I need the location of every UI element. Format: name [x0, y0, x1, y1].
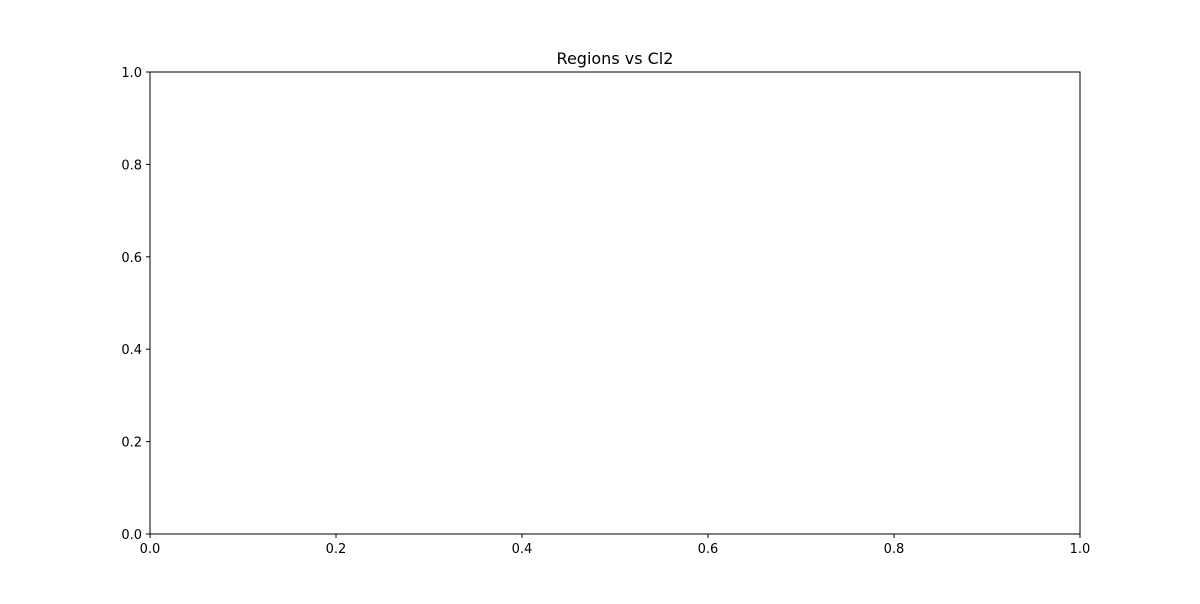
x-tick-label: 0.2 — [326, 542, 347, 557]
chart-title: Regions vs Cl2 — [557, 49, 674, 68]
x-tick-label: 1.0 — [1070, 542, 1091, 557]
x-tick-label: 0.6 — [698, 542, 719, 557]
y-tick-label: 1.0 — [121, 66, 142, 81]
x-axis: 0.0 0.2 0.4 0.6 0.8 1.0 — [140, 534, 1091, 557]
y-tick-label: 0.0 — [121, 528, 142, 543]
x-tick-label: 0.0 — [140, 542, 161, 557]
y-axis: 0.0 0.2 0.4 0.6 0.8 1.0 — [121, 66, 150, 543]
y-tick-label: 0.8 — [121, 158, 142, 173]
y-tick-label: 0.6 — [121, 251, 142, 266]
axes-frame — [149, 71, 1081, 535]
x-tick-label: 0.4 — [512, 542, 533, 557]
y-tick-label: 0.4 — [121, 343, 142, 358]
x-tick-label: 0.8 — [884, 542, 905, 557]
y-tick-label: 0.2 — [121, 436, 142, 451]
